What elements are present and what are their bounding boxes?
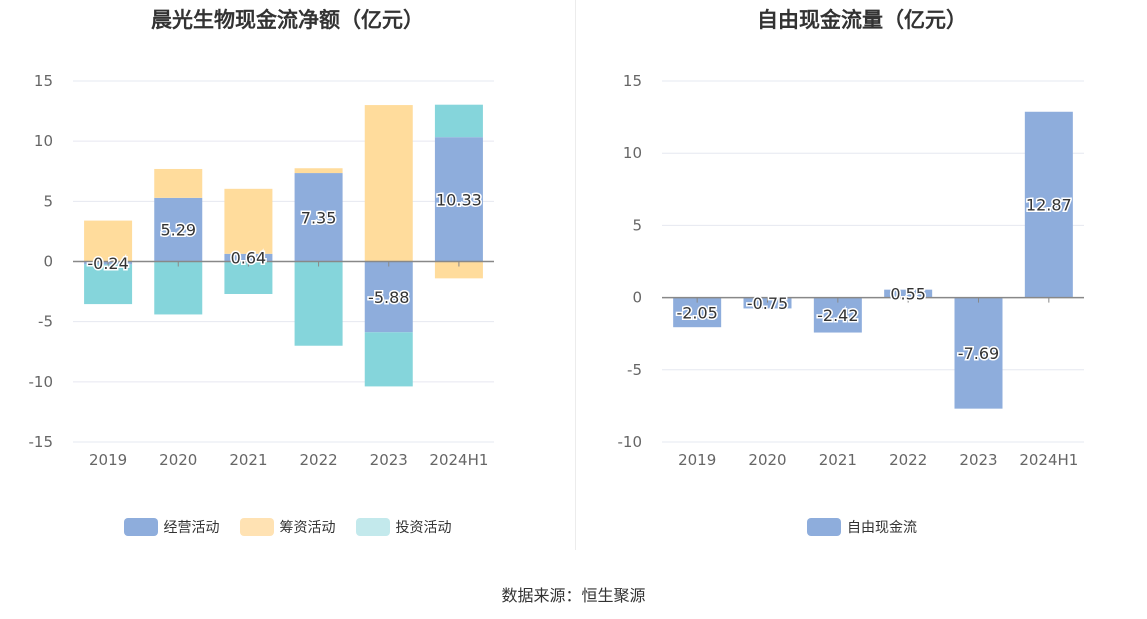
legend-item[interactable]: 筹资活动 [239,517,336,537]
y-tick-label: -10 [29,373,54,391]
chart-title: 晨光生物现金流净额（亿元） [151,8,424,32]
y-tick-label: 0 [632,289,642,307]
bar-经营活动 [434,137,483,262]
legend-swatch [239,518,274,536]
y-tick-label: -10 [618,433,643,451]
legend-swatch [807,518,841,536]
bar-筹资活动 [224,188,273,254]
x-tick-label: 2024H1 [429,451,488,469]
bar-自由现金流 [954,297,1003,409]
bar-筹资活动 [434,261,483,279]
bar-投资活动 [84,264,133,305]
data-label: -5.88 [368,288,409,307]
data-label: -7.69 [958,344,999,363]
bar-自由现金流 [1024,111,1073,298]
x-tick-label: 2023 [959,451,997,469]
data-label: 5.29 [160,221,196,240]
bar-自由现金流 [813,297,862,333]
legend-item[interactable]: 投资活动 [355,517,452,537]
chart-panel-free-cashflow: 自由现金流量（亿元） 15 10 5 0 -5 -10 2019 2020 2021 2022 20… [577,0,1147,560]
legend-label: 筹资活动 [279,520,336,536]
bar-筹资活动 [364,105,413,262]
bar-投资活动 [154,261,203,315]
legend-label: 自由现金流 [847,520,917,536]
data-label: 0.55 [890,285,926,304]
y-tick-label: 15 [623,72,642,90]
data-label: -2.42 [817,306,858,325]
data-label: -2.05 [676,303,717,322]
legend-item[interactable]: 自由现金流 [807,517,917,537]
data-label: -0.24 [87,254,128,273]
data-label: 10.33 [436,190,482,209]
y-tick-label: 5 [632,216,642,234]
x-tick-label: 2023 [370,451,408,469]
free-cashflow-chart: 15 10 5 0 -5 -10 2019 2020 2021 2022 2023 2024H1 -2.… [618,72,1084,469]
legend: 经营活动 筹资活动 投资活动 [0,517,575,537]
data-label: 0.64 [231,249,267,268]
y-tick-label: 0 [43,253,53,271]
data-label: 7.35 [301,208,337,227]
x-tick-label: 2020 [748,451,786,469]
y-tick-label: 10 [623,144,642,162]
data-label: -0.75 [747,294,788,313]
legend-swatch [123,518,158,536]
x-tick-label: 2019 [678,451,716,469]
x-tick-label: 2021 [229,451,267,469]
divider [575,0,576,550]
bar-投资活动 [364,332,413,387]
bar-经营活动 [154,197,203,262]
bar-筹资活动 [154,168,203,198]
bar-自由现金流 [743,297,792,309]
x-tick-label: 2024H1 [1019,451,1078,469]
x-tick-label: 2020 [159,451,197,469]
legend: 自由现金流 [577,517,1147,537]
y-tick-label: 15 [34,72,53,90]
bar-筹资活动 [294,168,343,174]
bar-投资活动 [434,104,483,138]
bar-筹资活动 [84,220,133,262]
bar-经营活动 [294,173,343,262]
y-tick-label: 5 [43,192,53,210]
bar-投资活动 [224,261,273,294]
x-tick-label: 2022 [889,451,927,469]
chart-panel-cashflow: 晨光生物现金流净额（亿元） 15 10 5 0 -5 -10 -15 2019 2020 2021… [0,0,575,560]
cashflow-chart: 15 10 5 0 -5 -10 -15 2019 2020 2021 2022 2023 2024H1… [29,72,494,469]
y-tick-label: 10 [34,132,53,150]
x-tick-label: 2021 [819,451,857,469]
y-tick-label: -15 [29,433,54,451]
chart-title: 自由现金流量（亿元） [757,8,967,32]
y-tick-label: -5 [38,313,53,331]
x-tick-label: 2019 [89,451,127,469]
legend-item[interactable]: 经营活动 [123,517,220,537]
legend-swatch [355,518,390,536]
data-label: 12.87 [1026,196,1072,215]
bar-投资活动 [294,261,343,346]
bar-经营活动 [224,253,273,262]
bar-经营活动 [364,261,413,333]
legend-label: 经营活动 [163,520,220,536]
source-note: 数据来源：恒生聚源 [501,586,646,605]
legend-label: 投资活动 [395,520,452,536]
x-tick-label: 2022 [299,451,337,469]
bar-自由现金流 [884,289,933,298]
y-tick-label: -5 [627,361,642,379]
